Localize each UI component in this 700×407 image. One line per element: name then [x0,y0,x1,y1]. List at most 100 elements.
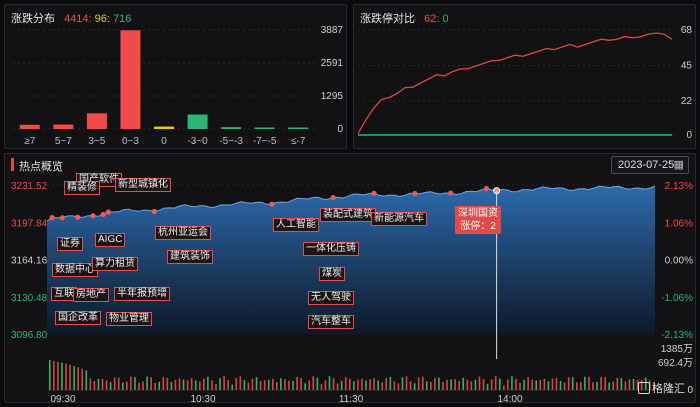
volume-bar [292,380,294,390]
volume-bar [215,384,217,390]
hot-tag[interactable]: 精装修 [64,181,100,195]
volume-bar [430,382,432,390]
highlight-detail: 涨停：2 [460,221,496,232]
volume-bar [81,368,84,390]
volume-bar [604,377,606,390]
volume-bar [85,370,88,390]
volume-bar [109,382,112,390]
hot-tag[interactable]: AIGC [95,233,126,247]
volume-bar [551,378,554,390]
volume-bar [389,376,392,390]
volume-bar [644,377,647,390]
price-tick-label: 3164.16 [11,256,48,267]
date-picker[interactable]: 2023-07-25 ▦ [611,156,689,174]
volume-bar [494,376,497,390]
hot-tag[interactable]: 杭州亚运会 [155,226,211,240]
bar [154,126,174,129]
down-count: 716 [113,13,132,25]
volume-bar [616,377,619,390]
hot-tag[interactable]: 互联 [51,287,77,301]
volume-bar [515,378,517,390]
volume-bar [158,381,161,390]
highlight-tag[interactable]: 深圳国资 涨停：2 [455,206,501,234]
event-dot [412,190,418,197]
hot-tag[interactable]: 证券 [57,237,83,251]
hot-tag[interactable]: 国企改革 [55,311,101,325]
volume-bar [632,379,635,390]
volume-bar [73,365,75,390]
volume-bar [628,379,631,390]
volume-bar [640,379,643,390]
y-tick-label: 45 [681,61,693,72]
x-tick-label: 0~3 [122,136,139,147]
hot-tag[interactable]: 人工智能 [273,218,319,232]
hot-overview-title: 热点概览 [19,161,63,173]
hot-tag[interactable]: 无人驾驶 [308,291,354,305]
volume-bar [138,382,140,390]
volume-bar [312,376,315,390]
hot-tag[interactable]: 房地产 [73,288,109,302]
volume-bar [584,376,586,390]
volume-bar [186,380,189,390]
volume-bar [523,379,525,390]
event-dot [330,194,336,201]
hot-tag[interactable]: 煤炭 [319,267,345,281]
volume-bar [478,376,481,390]
volume-bar [267,379,270,390]
y-tick-label: 0 [686,130,692,141]
limit-down-count: 0 [442,13,449,25]
volume-bar [328,376,331,390]
limit-ratio-panel: 涨跌停对比 62: 0 68 45 22 0 [353,4,696,149]
hot-tag[interactable]: 物业管理 [106,312,152,326]
volume-bar [571,377,574,390]
volume-bar [624,381,627,390]
volume-bar [227,379,229,390]
hot-tag[interactable]: 算力租赁 [92,257,138,271]
volume-bar [498,378,501,390]
pct-tick-label: 1.06% [665,218,693,229]
x-tick-label: -7~-5 [253,136,277,147]
volume-bar [121,382,124,390]
volume-bar [61,362,63,390]
flat-count: 96 [94,13,107,25]
volume-bar [105,380,108,390]
volume-bar [462,377,465,390]
hot-tag[interactable]: 建筑装饰 [167,250,213,264]
bar [86,113,107,129]
x-tick-label: 3~5 [88,136,105,147]
volume-bar [348,378,351,390]
pct-tick-label: -2.13% [661,330,693,341]
hot-tag[interactable]: 装配式建筑 [320,208,376,222]
bar [19,124,40,129]
volume-bar [600,376,602,390]
volume-bar [458,380,461,390]
volume-bar [194,380,197,390]
date-value: 2023-07-25 [618,159,675,171]
volume-bar [434,378,436,390]
volume-bar [182,379,185,390]
x-tick-label: ≤-7 [291,136,306,147]
volume-bar [288,380,290,390]
volume-bar [547,381,550,390]
volume-bar [588,376,590,390]
volume-bar [190,378,193,390]
brand-logo: 格隆汇 [638,380,685,396]
volume-bar [280,378,282,390]
hot-tag[interactable]: 半年报预增 [114,287,170,301]
volume-bar [474,379,477,390]
limit-up-count: 62 [424,13,437,25]
hot-tag[interactable]: 汽车整车 [308,315,354,329]
volume-bar [575,382,578,390]
volume-bar [296,376,298,390]
volume-bar [154,382,156,390]
price-tick-label: 3231.52 [11,181,48,192]
hot-tag[interactable]: 新型城镇化 [115,178,171,192]
volume-bar [203,378,205,390]
distribution-bar-chart: 3887 2591 1295 0 ≥7 5~7 3~5 0~3 0 -3~0 -5~-3 -7~-5 ≤… [13,25,343,147]
hot-tag[interactable]: 一体化压铸 [303,242,359,256]
volume-bar [636,379,639,390]
volume-bar [130,376,132,390]
hot-tag[interactable]: 新能源汽车 [371,212,427,226]
volume-bar [527,377,529,390]
volume-bar [231,384,234,390]
